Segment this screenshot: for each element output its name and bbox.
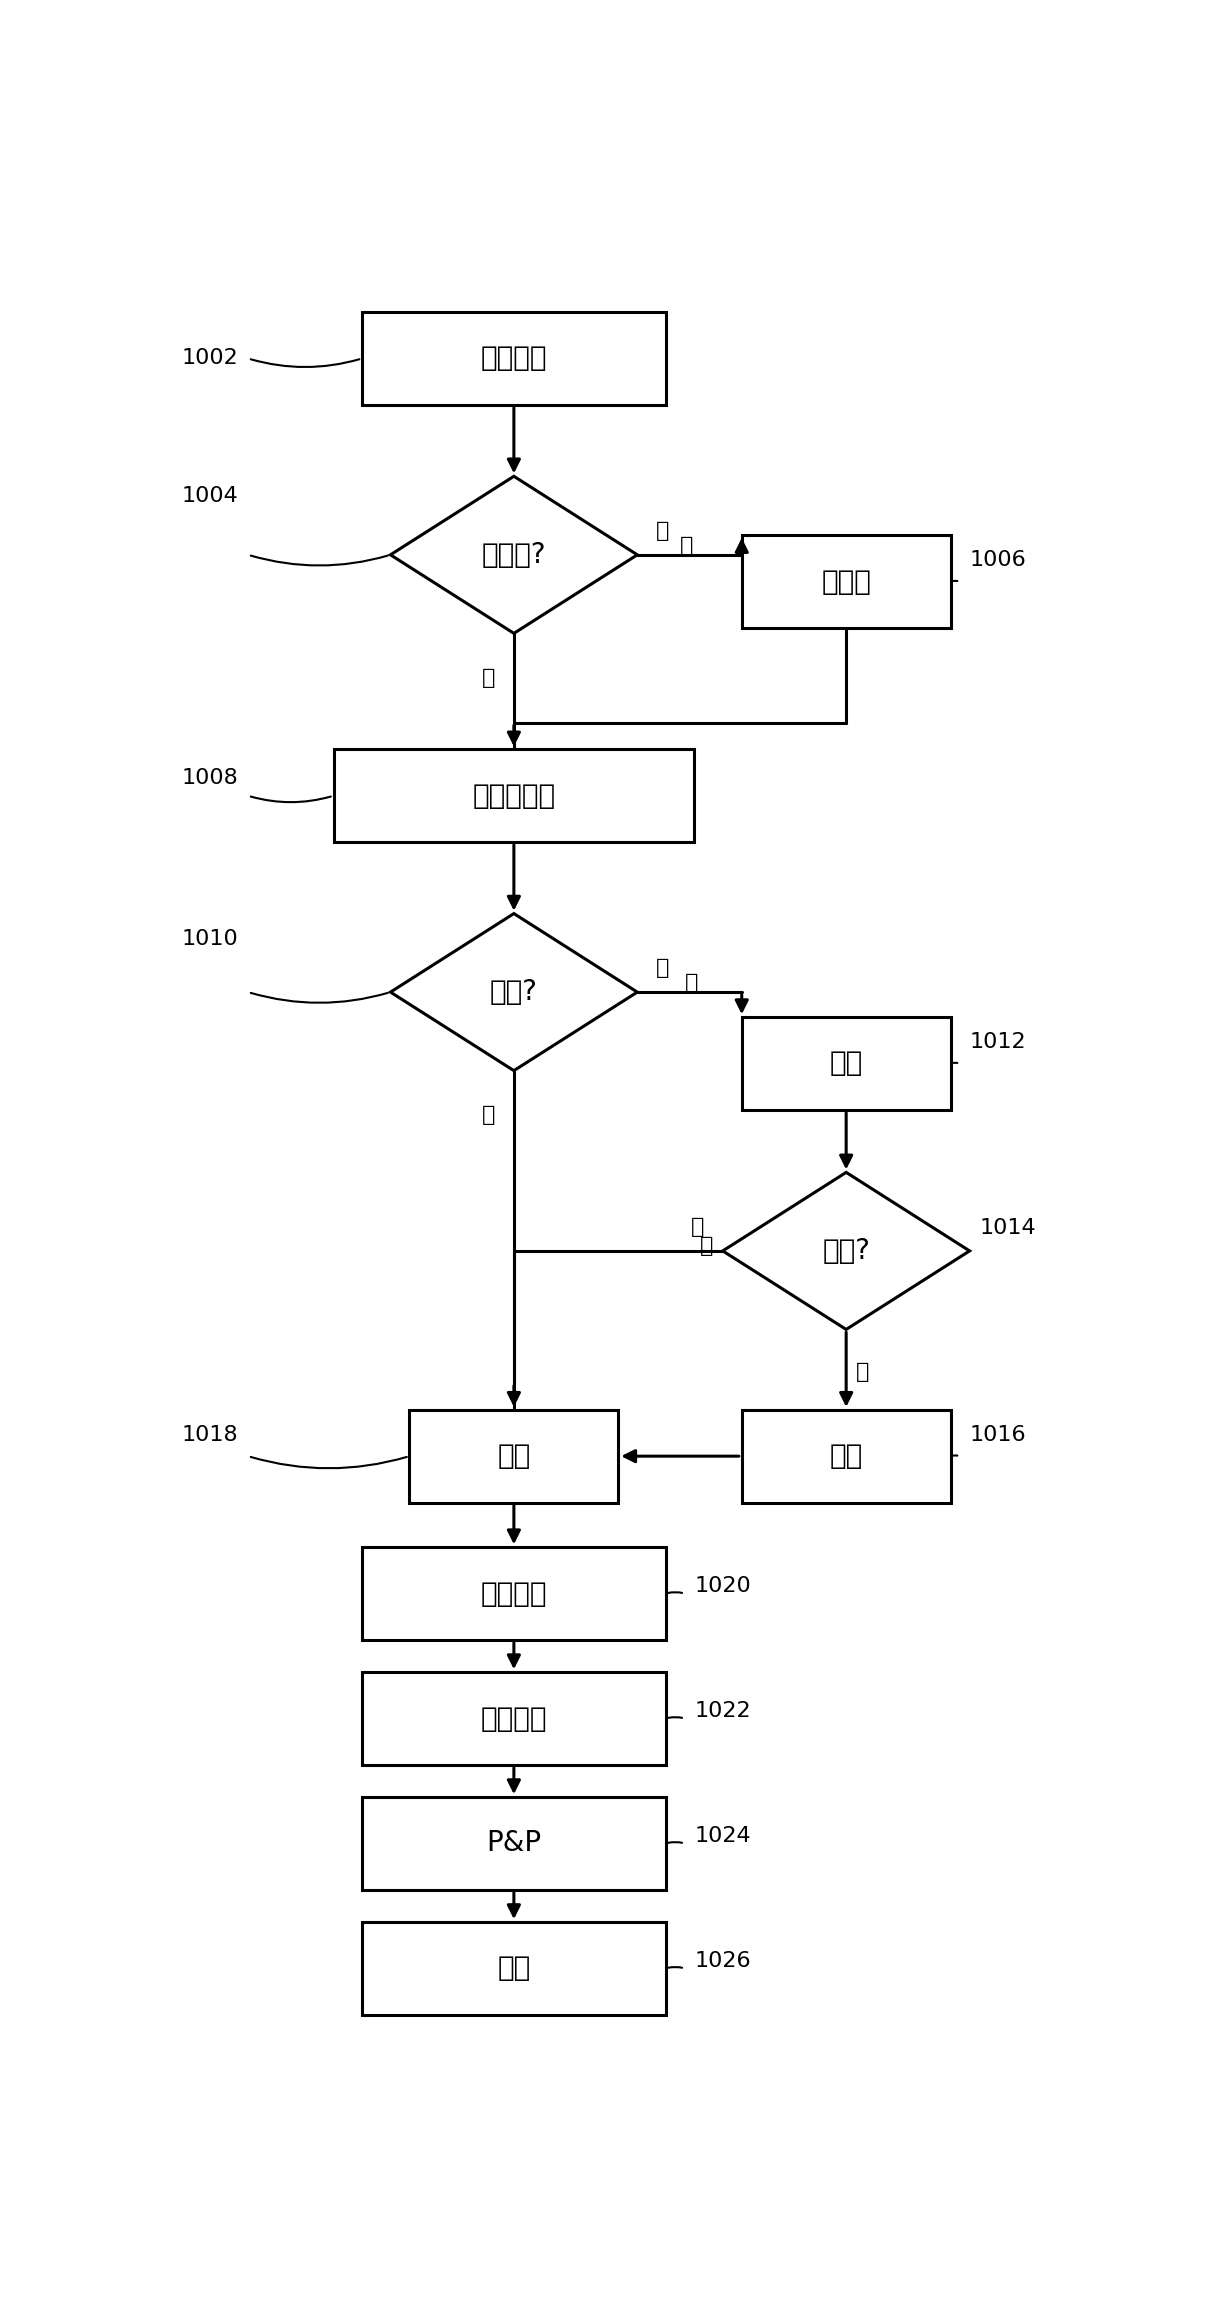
Text: 机加工沟槽: 机加工沟槽 xyxy=(473,781,555,809)
Text: 1020: 1020 xyxy=(695,1576,751,1597)
Bar xyxy=(742,1409,951,1502)
Text: 1004: 1004 xyxy=(181,487,239,505)
Text: 是: 是 xyxy=(657,957,670,978)
Text: 安装晋片: 安装晋片 xyxy=(480,345,548,373)
Text: 是: 是 xyxy=(657,522,670,540)
Text: 否: 否 xyxy=(481,668,495,688)
Text: 划割: 划割 xyxy=(829,1442,862,1470)
Text: 刻蚀?: 刻蚀? xyxy=(822,1238,870,1266)
Text: 1012: 1012 xyxy=(970,1032,1027,1052)
Text: 1022: 1022 xyxy=(695,1701,751,1722)
Text: 是: 是 xyxy=(680,535,693,556)
Bar xyxy=(363,1546,666,1641)
Bar xyxy=(409,1409,619,1502)
Text: 是: 是 xyxy=(691,1217,703,1235)
Polygon shape xyxy=(391,913,637,1071)
Bar xyxy=(363,1922,666,2014)
Text: 预切割?: 预切割? xyxy=(481,540,546,568)
Text: 包装: 包装 xyxy=(497,1954,530,1982)
Bar xyxy=(742,535,951,628)
Polygon shape xyxy=(723,1173,970,1331)
Text: 是: 是 xyxy=(685,974,698,992)
Text: 1002: 1002 xyxy=(181,348,239,369)
Text: 拆卸?: 拆卸? xyxy=(490,978,538,1006)
Text: 拆卸: 拆卸 xyxy=(829,1050,862,1078)
Text: 否: 否 xyxy=(481,1106,495,1124)
Text: 1018: 1018 xyxy=(183,1426,239,1444)
Bar xyxy=(333,749,695,841)
Text: 1024: 1024 xyxy=(695,1827,751,1847)
Text: P&P: P&P xyxy=(486,1829,541,1857)
Text: 1016: 1016 xyxy=(970,1426,1027,1444)
Text: 分成单个: 分成单个 xyxy=(480,1704,548,1732)
Text: 否: 否 xyxy=(855,1361,869,1382)
Text: 1006: 1006 xyxy=(970,549,1027,570)
Bar xyxy=(742,1018,951,1110)
Polygon shape xyxy=(391,475,637,633)
Text: 1010: 1010 xyxy=(181,930,239,948)
Bar xyxy=(363,1796,666,1889)
Text: 1026: 1026 xyxy=(695,1952,751,1970)
Text: 1014: 1014 xyxy=(979,1217,1035,1238)
Text: 预切割: 预切割 xyxy=(821,568,871,596)
Text: 是: 是 xyxy=(699,1235,713,1256)
Text: 安装晋片: 安装晋片 xyxy=(480,1579,548,1609)
Text: 1008: 1008 xyxy=(181,767,239,788)
Bar xyxy=(363,1671,666,1764)
Bar xyxy=(363,313,666,406)
Text: 刻蚀: 刻蚀 xyxy=(497,1442,530,1470)
